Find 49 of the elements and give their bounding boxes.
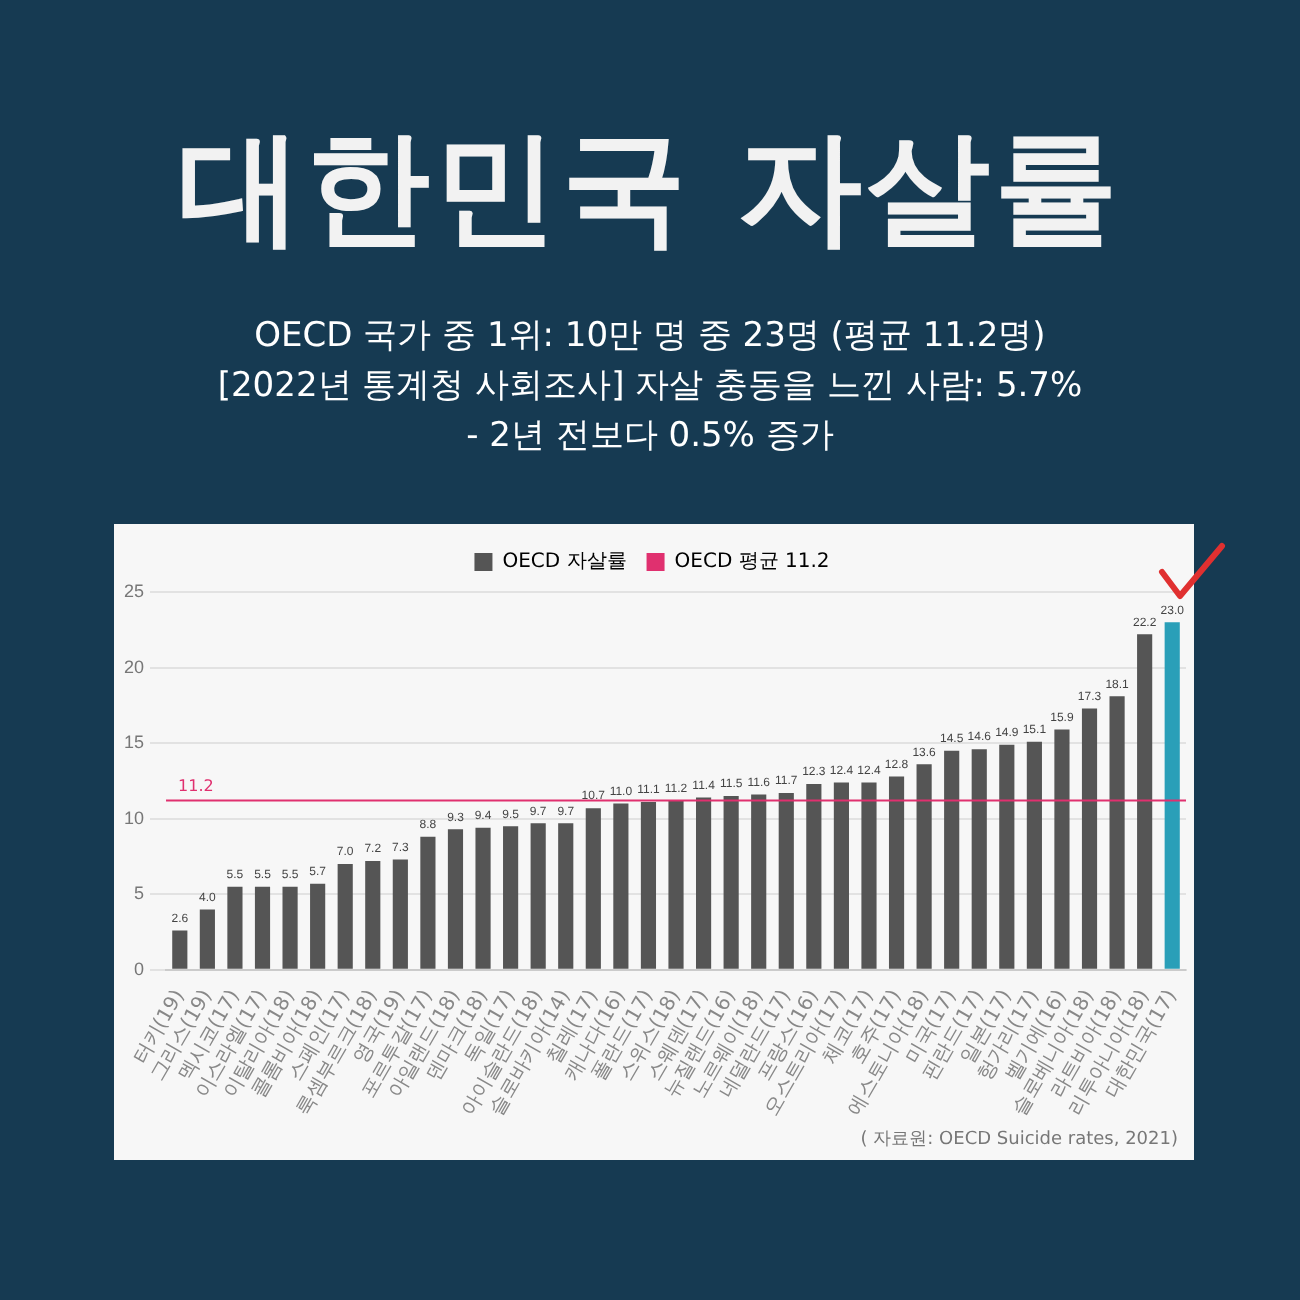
- bar: [916, 764, 932, 969]
- chart-title: 대한민국 자살률: [176, 112, 1124, 264]
- bar: [971, 749, 987, 969]
- bar: [1054, 729, 1070, 969]
- bar: [806, 783, 822, 969]
- bar: [1137, 634, 1153, 969]
- y-tick-label: 15: [123, 732, 145, 753]
- bar: [668, 800, 684, 969]
- bar: [1026, 741, 1042, 969]
- legend-label: OECD 평균 11.2: [674, 551, 830, 574]
- bar: [833, 782, 849, 969]
- bar: [723, 796, 739, 969]
- bar: [778, 793, 794, 969]
- bar: [475, 827, 491, 969]
- y-tick-label: 20: [123, 656, 145, 677]
- bar: [503, 826, 519, 969]
- bar: [227, 886, 243, 969]
- bar: [282, 886, 298, 969]
- chart-subtitle: OECD 국가 중 1위: 10만 명 중 23명 (평균 11.2명) [2022년 통계청 사회조사] 자살 충동을 느낀 사람: 5.7% - 2년 전보다 0.5% 증가: [215, 314, 1085, 460]
- y-tick-label: 5: [133, 883, 145, 904]
- bar: [558, 823, 574, 969]
- bar: [1164, 622, 1180, 969]
- bar: [613, 803, 629, 969]
- bar: [640, 802, 657, 969]
- text: ( 자료원: OECD Suicide rates, 2021): [860, 1129, 1178, 1150]
- bar: [751, 794, 767, 969]
- bar: [1081, 708, 1098, 969]
- bar: [888, 776, 905, 969]
- bar: [999, 744, 1015, 969]
- bar: [392, 859, 408, 969]
- bar: [254, 886, 271, 969]
- annotation: 11.2: [178, 776, 214, 795]
- legend-label: OECD 자살률: [502, 551, 627, 574]
- bar: [337, 864, 353, 969]
- bar: [172, 930, 188, 969]
- bar: [585, 808, 601, 969]
- bar: [420, 836, 436, 969]
- bar: [365, 861, 381, 969]
- bar: [530, 823, 546, 969]
- bar: [199, 909, 215, 969]
- bar: [696, 797, 712, 969]
- y-tick-label: 10: [123, 807, 145, 828]
- y-tick-label: 25: [123, 580, 145, 601]
- bar: [944, 750, 960, 969]
- bar: [310, 883, 326, 969]
- bar: [1109, 696, 1125, 969]
- bar: [447, 829, 464, 969]
- bar: [861, 782, 877, 969]
- y-tick-label: 0: [133, 958, 145, 979]
